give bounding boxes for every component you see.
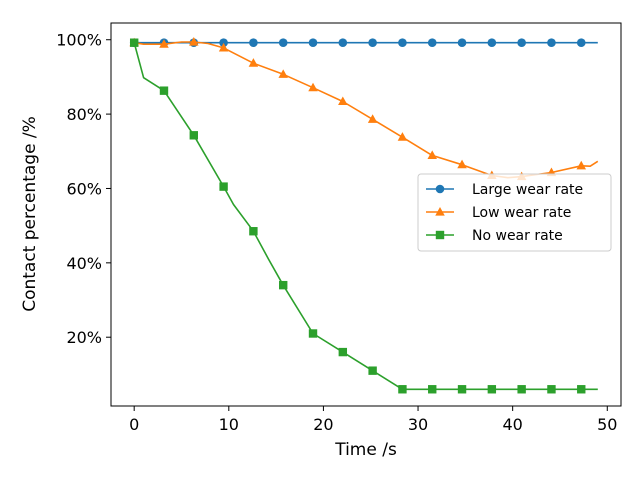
data-point	[219, 38, 228, 48]
y-tick-label: 40%	[66, 254, 102, 273]
legend-label: No wear rate	[472, 228, 563, 244]
legend-marker	[435, 230, 445, 240]
legend: Large wear rate Low wear rate No wear rate	[417, 173, 612, 252]
data-point	[487, 38, 497, 48]
data-point	[308, 82, 318, 92]
legend-label: Large wear rate	[472, 182, 583, 198]
data-point	[398, 38, 407, 48]
data-point	[159, 86, 169, 95]
data-point	[278, 38, 288, 48]
legend-item: No wear rate	[426, 228, 563, 244]
x-tick-label: 10	[219, 415, 239, 434]
data-point	[308, 329, 318, 338]
data-point	[457, 385, 467, 394]
data-point	[129, 38, 139, 47]
data-point	[397, 132, 408, 141]
y-tick-label: 20%	[66, 328, 102, 347]
x-axis: 0 10 20 30 40 50	[129, 406, 617, 434]
data-point	[189, 131, 198, 140]
data-point	[576, 38, 586, 48]
legend-items: Large wear rate Low wear rate No wear rate	[426, 182, 583, 244]
x-tick-label: 50	[597, 415, 617, 434]
data-point	[218, 42, 229, 52]
data-point	[576, 160, 587, 170]
series-line	[133, 42, 598, 391]
data-point	[367, 114, 378, 123]
data-point	[517, 385, 526, 394]
data-point	[248, 58, 259, 67]
data-point	[577, 385, 586, 394]
data-point	[368, 366, 377, 375]
legend-item: Low wear rate	[426, 205, 571, 221]
data-point	[487, 385, 497, 394]
data-point	[457, 38, 467, 48]
data-point	[547, 38, 556, 48]
data-point	[189, 36, 199, 46]
data-point	[368, 38, 377, 48]
y-axis-label: Contact percentage /%	[20, 116, 40, 312]
data-point	[249, 38, 258, 48]
y-axis: 20% 40% 60% 80% 100%	[56, 31, 111, 347]
data-point	[279, 280, 288, 290]
x-tick-label: 30	[408, 415, 428, 434]
data-point	[427, 150, 437, 159]
legend-label: Low wear rate	[472, 205, 571, 221]
y-tick-label: 100%	[56, 31, 102, 50]
data-point	[457, 159, 467, 169]
x-tick-label: 20	[313, 415, 333, 434]
plot-area-frame	[110, 22, 622, 407]
legend-frame	[417, 173, 612, 252]
x-axis-label: Time /s	[334, 440, 397, 460]
x-tick-label: 0	[129, 415, 139, 434]
y-tick-label: 60%	[66, 179, 102, 198]
series-no-wear-rate	[129, 38, 598, 394]
legend-marker	[435, 184, 445, 194]
data-point	[517, 38, 526, 48]
data-point	[428, 385, 437, 394]
x-tick-label: 40	[502, 415, 522, 434]
data-point	[547, 385, 556, 394]
data-point	[219, 182, 228, 191]
data-point	[159, 39, 169, 48]
data-point	[427, 38, 437, 48]
series-layer	[129, 36, 599, 394]
data-point	[278, 69, 288, 78]
data-point	[338, 347, 348, 357]
y-tick-label: 80%	[66, 105, 102, 124]
data-point	[338, 96, 348, 106]
data-point	[308, 38, 318, 48]
data-point	[338, 38, 348, 48]
data-point	[249, 227, 258, 236]
legend-item: Large wear rate	[426, 182, 583, 198]
data-point	[398, 385, 407, 394]
legend-marker	[435, 207, 445, 216]
